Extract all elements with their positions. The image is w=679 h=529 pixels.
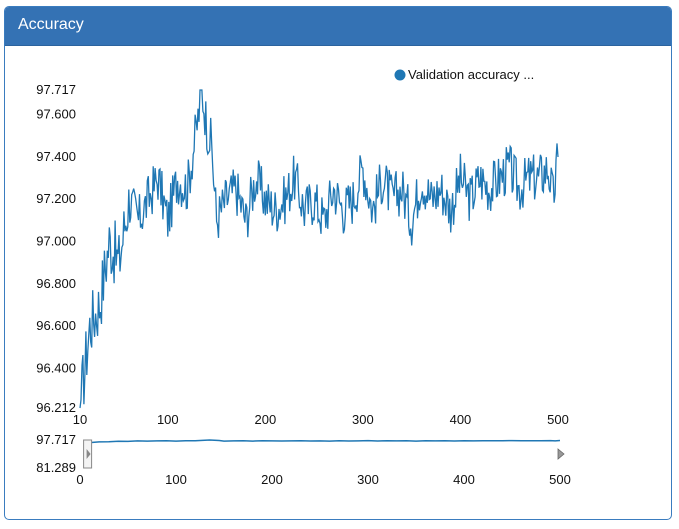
y-tick-label: 97.000 — [36, 233, 76, 248]
panel-header: Accuracy — [5, 7, 671, 46]
y-tick-label: 97.717 — [36, 82, 76, 97]
main-plot-area — [79, 89, 559, 409]
x-tick-label: 500 — [547, 412, 569, 427]
series-line-validation-accuracy — [79, 89, 559, 409]
x-axis-ticks: 10 100 200 300 400 500 — [73, 412, 569, 427]
y-tick-label: 96.212 — [36, 400, 76, 415]
handle-grip-icon — [86, 449, 91, 459]
legend: Validation accuracy ... — [394, 67, 534, 82]
navigator-series-line — [89, 439, 561, 444]
navigator-y-min-label: 81.289 — [36, 460, 76, 475]
y-tick-label: 97.600 — [36, 107, 76, 122]
x-tick-label: 200 — [254, 412, 276, 427]
legend-label[interactable]: Validation accuracy ... — [408, 67, 534, 82]
navigator-x-tick-label: 200 — [261, 472, 283, 487]
navigator-x-tick-label: 300 — [357, 472, 379, 487]
navigator-right-handle[interactable] — [557, 448, 565, 460]
y-tick-label: 96.800 — [36, 276, 76, 291]
y-tick-label: 96.400 — [36, 360, 76, 375]
y-tick-label: 97.200 — [36, 191, 76, 206]
x-tick-label: 300 — [352, 412, 374, 427]
y-axis-ticks: 96.212 96.400 96.600 96.800 97.000 97.200 97.4… — [36, 82, 76, 415]
x-tick-label: 10 — [73, 412, 87, 427]
navigator-x-tick-label: 400 — [453, 472, 475, 487]
navigator-x-tick-label: 500 — [549, 472, 571, 487]
navigator-y-max-label: 97.717 — [36, 432, 76, 447]
y-tick-label: 97.400 — [36, 149, 76, 164]
navigator-x-tick-label: 100 — [165, 472, 187, 487]
x-tick-label: 100 — [157, 412, 179, 427]
x-tick-label: 400 — [450, 412, 472, 427]
y-tick-label: 96.600 — [36, 318, 76, 333]
panel-title: Accuracy — [18, 16, 84, 33]
accuracy-panel: Accuracy — [4, 6, 672, 520]
legend-marker[interactable] — [394, 69, 406, 81]
navigator-x-tick-label: 0 — [76, 472, 83, 487]
